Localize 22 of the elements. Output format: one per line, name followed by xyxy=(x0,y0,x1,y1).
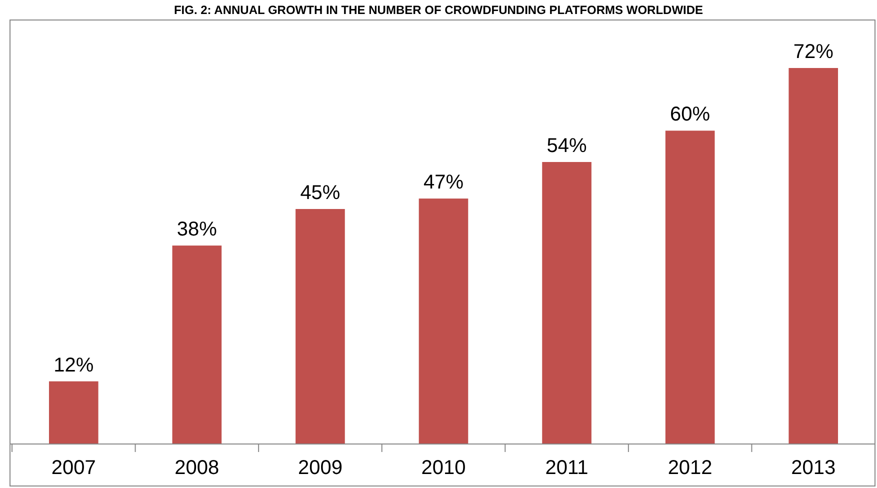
bar xyxy=(788,68,838,444)
bar xyxy=(296,209,345,444)
data-label: 45% xyxy=(300,182,340,204)
x-tick-label: 2010 xyxy=(421,457,466,479)
data-label: 72% xyxy=(793,41,834,63)
chart-title: FIG. 2: ANNUAL GROWTH IN THE NUMBER OF CROWDFUNDING PLATFORMS WORLDWIDE xyxy=(174,3,704,17)
data-label: 60% xyxy=(670,104,710,126)
bar xyxy=(665,130,715,444)
data-label: 47% xyxy=(423,172,464,194)
x-tick-label: 2009 xyxy=(298,457,342,479)
x-tick-label: 2007 xyxy=(51,457,96,479)
data-label: 12% xyxy=(54,354,94,376)
x-tick-label: 2013 xyxy=(791,457,836,479)
data-label: 38% xyxy=(176,218,218,241)
bar xyxy=(172,246,222,444)
bar xyxy=(418,198,468,444)
bar xyxy=(542,162,592,444)
x-tick-label: 2008 xyxy=(174,457,220,479)
data-label: 54% xyxy=(546,135,588,157)
bar xyxy=(48,381,98,444)
x-tick-label: 2012 xyxy=(668,457,712,479)
x-tick-label: 2011 xyxy=(545,457,588,479)
